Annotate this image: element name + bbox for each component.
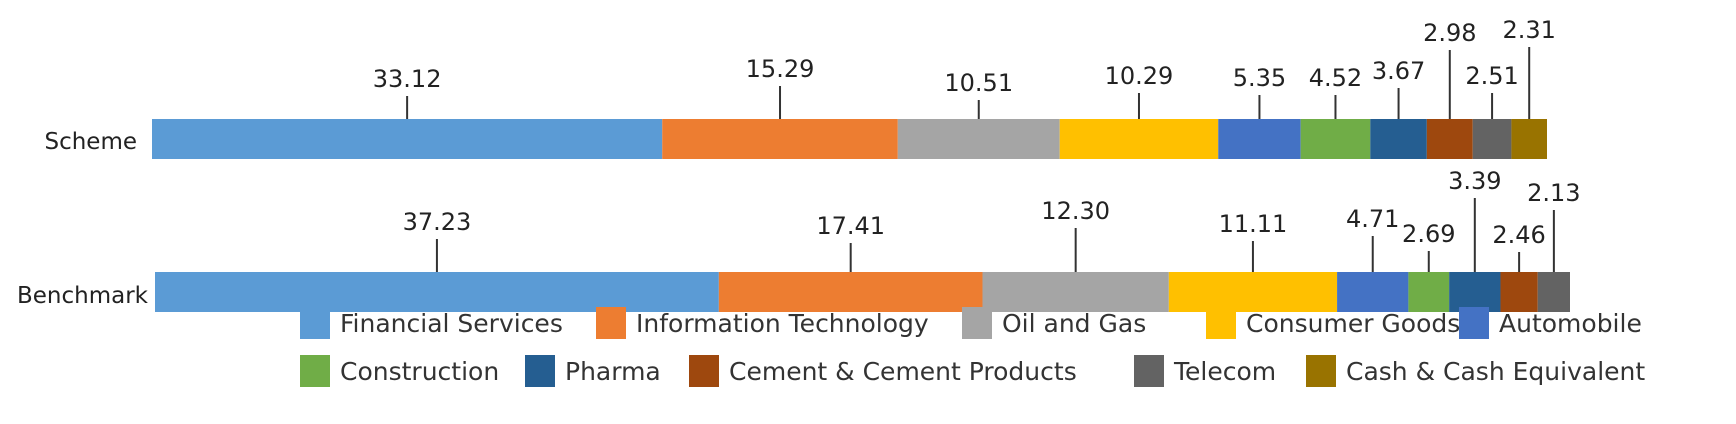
legend-swatch-pharma [525,355,555,387]
legend-item-telecom: Telecom [1134,355,1276,387]
data-label-benchmark-construction: 2.69 [1402,220,1455,248]
legend-swatch-construction [300,355,330,387]
bar-scheme-financial-services [152,119,663,159]
legend-swatch-automobile [1459,307,1489,339]
bar-scheme-construction [1300,119,1371,159]
data-label-benchmark-cement-and-cement-products: 2.46 [1492,221,1545,249]
data-label-scheme-cash-and-cash-equivalent: 2.31 [1502,16,1555,44]
legend: Financial Services Information Technology… [300,307,1645,387]
data-label-scheme-automobile: 5.35 [1233,64,1286,92]
bar-benchmark-information-technology [718,272,983,312]
bar-benchmark-construction [1408,272,1450,312]
legend-label-construction: Construction [340,357,499,386]
bar-benchmark-pharma [1449,272,1501,312]
data-label-scheme-financial-services: 33.12 [373,65,442,93]
bar-scheme-oil-and-gas [897,119,1060,159]
row-label-benchmark: Benchmark [17,283,149,309]
bar-benchmark-telecom [1537,272,1570,312]
data-labels: 33.12 15.29 10.51 10.29 5.35 4.52 3.67 2.98 2.51… [373,16,1581,249]
bar-benchmark-automobile [1337,272,1409,312]
legend-label-information-technology: Information Technology [636,309,929,338]
legend-item-cement-and-cement-products: Cement & Cement Products [689,355,1077,387]
data-label-benchmark-telecom: 2.13 [1527,179,1580,207]
bar-benchmark-cement-and-cement-products [1500,272,1538,312]
legend-item-financial-services: Financial Services [300,307,563,339]
bar-benchmark-financial-services [155,272,719,312]
legend-item-automobile: Automobile [1459,307,1642,339]
legend-item-cash-and-cash-equivalent: Cash & Cash Equivalent [1306,355,1645,387]
category-labels: Scheme Benchmark [17,129,149,309]
legend-label-cash-and-cash-equivalent: Cash & Cash Equivalent [1346,357,1645,386]
legend-item-pharma: Pharma [525,355,661,387]
legend-swatch-financial-services [300,307,330,339]
data-label-benchmark-oil-and-gas: 12.30 [1041,197,1110,225]
bar-benchmark-oil-and-gas [982,272,1169,312]
data-label-scheme-oil-and-gas: 10.51 [944,69,1013,97]
bar-scheme-telecom [1472,119,1512,159]
data-label-benchmark-financial-services: 37.23 [403,208,472,236]
legend-label-consumer-goods: Consumer Goods [1246,309,1460,338]
data-label-scheme-pharma: 3.67 [1372,57,1425,85]
bar-scheme-consumer-goods [1059,119,1219,159]
legend-item-information-technology: Information Technology [596,307,929,339]
legend-swatch-cement-and-cement-products [689,355,719,387]
bar-scheme-pharma [1370,119,1427,159]
bar-scheme-cash-and-cash-equivalent [1511,119,1547,159]
data-label-benchmark-consumer-goods: 11.11 [1219,210,1288,238]
data-label-scheme-cement-and-cement-products: 2.98 [1423,19,1476,47]
legend-swatch-oil-and-gas [962,307,992,339]
data-label-scheme-information-technology: 15.29 [746,55,815,83]
bar-scheme-information-technology [662,119,898,159]
legend-swatch-consumer-goods [1206,307,1236,339]
data-label-scheme-telecom: 2.51 [1465,62,1518,90]
legend-label-telecom: Telecom [1173,357,1276,386]
legend-label-oil-and-gas: Oil and Gas [1002,309,1146,338]
data-label-scheme-consumer-goods: 10.29 [1105,62,1174,90]
legend-swatch-cash-and-cash-equivalent [1306,355,1336,387]
legend-swatch-information-technology [596,307,626,339]
bar-scheme-automobile [1218,119,1301,159]
legend-label-pharma: Pharma [565,357,661,386]
row-label-scheme: Scheme [44,129,137,155]
legend-label-financial-services: Financial Services [340,309,563,338]
stacked-bars [152,119,1570,312]
data-label-benchmark-pharma: 3.39 [1448,167,1501,195]
legend-item-consumer-goods: Consumer Goods [1206,307,1460,339]
legend-item-oil-and-gas: Oil and Gas [962,307,1146,339]
bar-scheme-cement-and-cement-products [1426,119,1473,159]
data-label-scheme-construction: 4.52 [1309,64,1362,92]
legend-item-construction: Construction [300,355,499,387]
legend-swatch-telecom [1134,355,1164,387]
bar-benchmark-consumer-goods [1168,272,1338,312]
legend-label-cement-and-cement-products: Cement & Cement Products [729,357,1077,386]
data-label-benchmark-automobile: 4.71 [1346,205,1399,233]
legend-label-automobile: Automobile [1499,309,1642,338]
label-leader-lines [406,47,1555,272]
data-label-benchmark-information-technology: 17.41 [816,212,885,240]
